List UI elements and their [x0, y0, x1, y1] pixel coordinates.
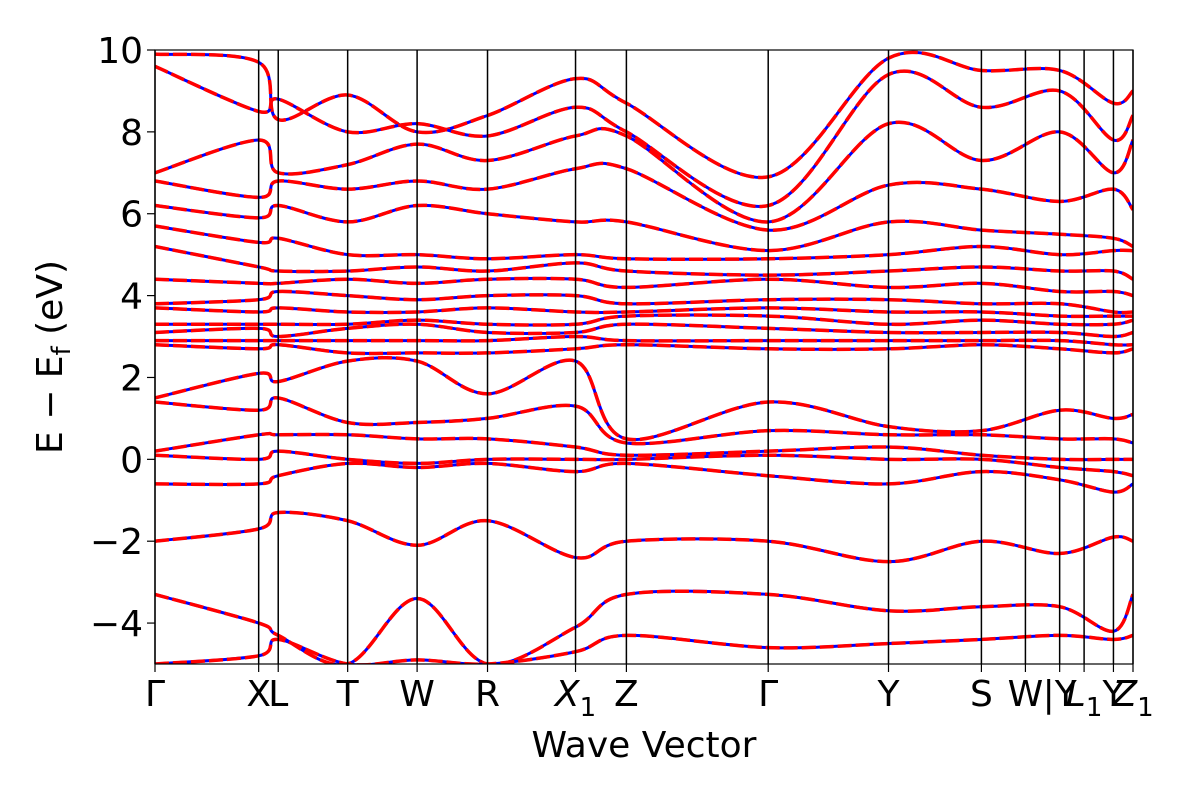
x-tick-label: L1 — [1066, 674, 1103, 723]
band-line-red — [155, 120, 1133, 224]
x-tick-label: X1 — [553, 674, 596, 723]
band-line-red — [155, 64, 1133, 209]
x-tick-label: L — [268, 674, 288, 715]
y-tick-label: −2 — [90, 522, 143, 563]
bands-layer — [155, 50, 1133, 664]
y-tick-label: 0 — [120, 440, 143, 481]
x-tick-label: Z — [614, 674, 639, 715]
band-line-red — [155, 276, 1133, 298]
y-tick-label: 2 — [120, 358, 143, 399]
band-line-blue — [155, 245, 1133, 281]
band-line-red — [155, 322, 1133, 339]
band-line-red — [155, 50, 1133, 180]
x-axis-title: Wave Vector — [532, 725, 757, 766]
x-tick-label: W — [399, 674, 435, 715]
x-axis-ticks: Γ XL T W R X1 Z Γ Y S W |YL1 YZ1 — [145, 664, 1154, 723]
y-axis-title: E − Ef (eV) — [30, 260, 77, 454]
x-tick-label: R — [475, 674, 500, 715]
band-line-red — [155, 289, 1133, 315]
y-tick-label: −4 — [90, 604, 143, 645]
band-line-red — [155, 449, 1133, 478]
x-tick-label: Γ — [145, 674, 165, 715]
x-tick-label: Y — [1101, 674, 1125, 715]
band-line-red — [155, 244, 1133, 281]
band-line-red — [155, 396, 1133, 446]
y-tick-label: 10 — [97, 31, 143, 72]
x-tick-label: W — [1008, 674, 1044, 715]
x-tick-label: Z1 — [1111, 674, 1153, 723]
band-line-red — [155, 224, 1133, 262]
high-symmetry-lines — [154, 50, 1134, 664]
band-line-red — [155, 342, 1133, 356]
band-line-red — [155, 461, 1133, 494]
band-line-blue — [155, 461, 1133, 494]
band-line-blue — [155, 510, 1133, 564]
plot-frame — [154, 49, 1134, 665]
band-line-red — [155, 334, 1133, 347]
band-line-red — [155, 203, 1133, 253]
band-line-red — [155, 633, 1133, 664]
y-tick-label: 6 — [120, 195, 143, 236]
band-line-red — [155, 313, 1133, 327]
y-tick-label: 4 — [120, 277, 143, 318]
band-line-red — [155, 589, 1133, 664]
x-tick-label: Γ — [758, 674, 778, 715]
x-tick-label: T — [336, 674, 360, 715]
band-line-red — [155, 355, 1133, 442]
band-line-red — [155, 431, 1133, 462]
band-line-red — [155, 510, 1133, 564]
y-axis-ticks: −4 −2 0 2 4 6 8 10 — [90, 31, 155, 645]
x-tick-label: Y — [877, 674, 901, 715]
band-line-blue — [155, 356, 1133, 442]
x-tick-label: X — [246, 674, 271, 715]
x-tick-label: |Y — [1043, 674, 1078, 715]
band-line-blue — [155, 64, 1133, 208]
band-line-blue — [155, 589, 1133, 664]
band-line-red — [155, 306, 1133, 319]
y-tick-label: 8 — [120, 113, 143, 154]
x-tick-label: S — [970, 674, 993, 715]
